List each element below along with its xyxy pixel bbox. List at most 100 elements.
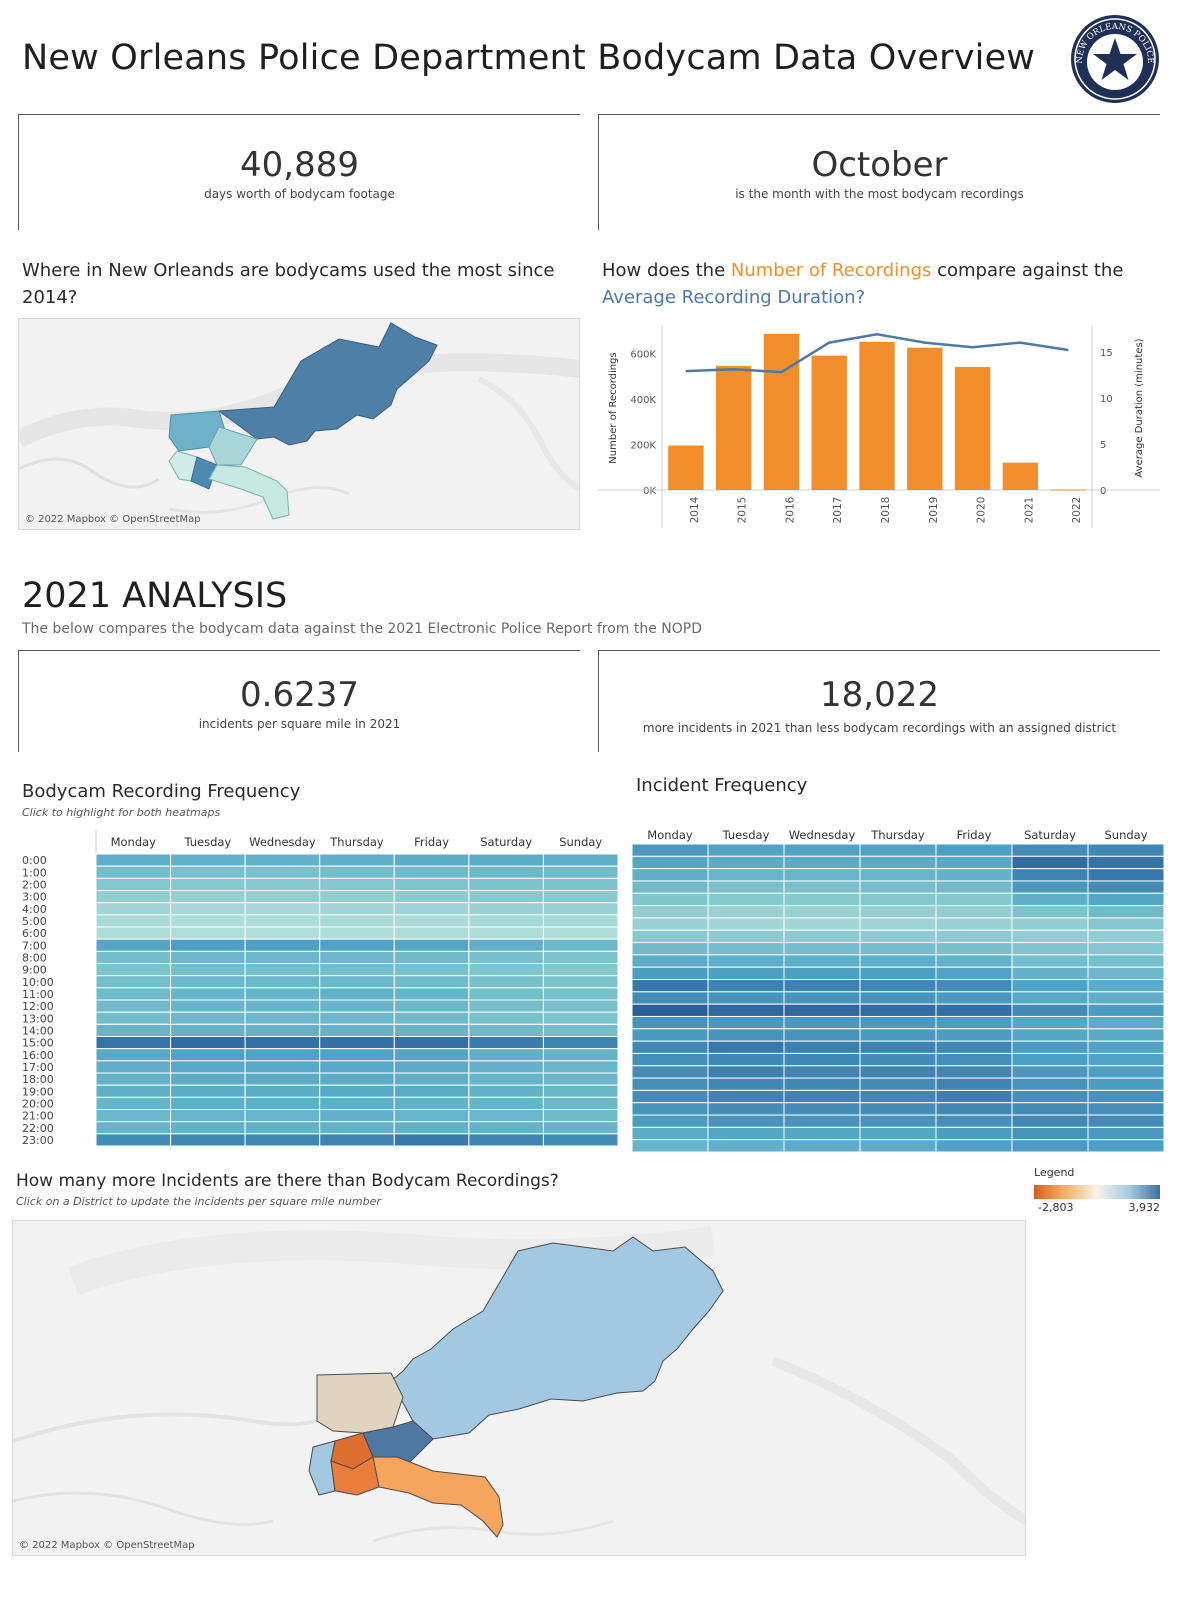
heatmap1-cell [95,975,172,989]
district-6[interactable] [190,456,218,490]
heatmap1-cell [542,1096,619,1111]
heatmap2-cell [1087,979,1165,993]
bar-2021 [1002,462,1039,490]
heatmap2-cell [631,1089,709,1104]
heatmap2-cell [859,892,937,907]
heatmap2-cell [859,905,937,919]
heatmap1-cell [319,1060,395,1074]
heatmap1-cell [468,890,544,904]
bar-2022 [1050,489,1086,491]
heatmap1-cell [468,1084,544,1098]
heatmap2-cell [935,855,1013,870]
heatmap2-cell [1011,1126,1089,1141]
kpi-more-incidents-value: 18,022 [820,675,939,715]
heatmap1-cell [170,938,246,952]
district-1[interactable] [208,426,258,466]
map2-legend: Legend -2,803 3,932 [1034,1166,1164,1216]
heatmap2-cell [859,942,937,956]
heatmap1-cell [468,963,544,977]
heatmap1-cell [542,1133,619,1147]
heatmap1-cell [319,1121,395,1135]
heatmap2-cell [935,868,1013,882]
heatmap2-cell [859,1139,937,1153]
heatmap1-cell [95,1133,172,1147]
y2-tick-label: 5 [1100,440,1106,451]
heatmap1-cell [393,926,470,940]
heatmap1-cell [170,987,246,1001]
heatmap1-cell [95,1048,172,1062]
district-east-diff[interactable] [390,1236,724,1440]
district-7-diff[interactable] [308,1440,336,1496]
heatmap2-cell [783,917,861,931]
heatmap1-cell [542,1060,619,1074]
heatmap1-cell [95,877,172,891]
heatmap1-cell [319,975,395,989]
heatmap1-cell [319,890,395,904]
heatmap1-cell [393,987,470,1001]
heatmap1-cell [319,877,395,891]
bar-2020 [954,367,991,490]
heatmap2-cell [631,1040,709,1054]
usage-map[interactable]: © 2022 Mapbox © OpenStreetMap [18,318,580,530]
heatmap2-cell [707,1065,785,1079]
kpi-incidents-value: 0.6237 [240,675,359,715]
heatmap1-cell [170,1048,246,1062]
x-tick-label: 2021 [1023,497,1035,524]
heatmap1-cell [468,975,544,989]
heatmap2-cell [783,843,861,857]
heatmap-incidents[interactable]: Monday Tuesday Wednesday Thursday Friday Satu… [630,820,1165,1154]
heatmap1-cell [95,950,172,965]
heatmap2-cell [1011,905,1089,919]
heatmap2-cell [1087,1015,1165,1030]
heatmap1-row-label: 2:00 [22,878,47,891]
heatmap2-cell [859,843,937,857]
duration-point-2020 [972,346,974,348]
heatmap1-row-label: 8:00 [22,951,47,964]
heatmap2-cell [935,1139,1013,1153]
heatmap2-cell [1011,843,1089,857]
heatmap1-cell [542,1036,619,1050]
heatmap1-cell [468,999,544,1013]
heatmap2-cell [1087,966,1165,981]
heatmap1-cell [542,926,619,940]
y-axis-title: Number of Recordings [608,352,619,463]
heatmap1-cell [244,963,321,977]
kpi-month: October is the month with the most bodyc… [598,114,1160,230]
heatmap1-cell [393,890,470,904]
heatmap1-row-label: 9:00 [22,964,47,977]
heatmap2-cell [859,1126,937,1141]
heatmap2-cell [783,1065,861,1079]
heatmap1-cell [542,902,619,916]
heatmap2-cell [631,1077,709,1091]
heatmap2-cell [783,892,861,907]
map2-copyright: © 2022 Mapbox © OpenStreetMap [19,1540,195,1551]
heatmap2-cell [1087,1102,1165,1116]
heatmap1-cell [542,999,619,1013]
x-tick-label: 2015 [737,497,749,524]
district-4[interactable] [208,464,290,520]
district-2[interactable] [168,450,198,482]
heatmap2-cell [631,905,709,919]
heatmap1-cell [319,853,395,867]
heatmap1-cell [468,1072,544,1086]
heatmap1-cell [95,1023,172,1037]
difference-map[interactable]: © 2022 Mapbox © OpenStreetMap [12,1220,1026,1556]
heatmap2-cell [1011,954,1089,968]
heatmap1-cell [319,1048,395,1062]
heatmap2-cell [707,966,785,981]
heatmap1-cell [542,938,619,952]
heatmap1-row-label: 15:00 [22,1037,54,1050]
heatmap2-cell [783,991,861,1005]
heatmap2-cell [783,1089,861,1104]
map1-question: Where in New Orleands are bodycams used … [22,260,555,308]
district-4-diff[interactable] [372,1456,504,1538]
district-east[interactable] [217,322,438,446]
district-3-diff[interactable] [316,1372,404,1434]
heatmap2-cell [935,1003,1013,1017]
heatmap1-cell [393,938,470,952]
heatmap1-cell [95,914,172,928]
heatmap1-col-thursday: Thursday [329,835,384,849]
heatmap1-cell [95,865,172,879]
heatmap-recordings[interactable]: Monday Tuesday Wednesday Thursday Friday Satu… [18,826,619,1148]
heatmap1-cell [468,1023,544,1037]
